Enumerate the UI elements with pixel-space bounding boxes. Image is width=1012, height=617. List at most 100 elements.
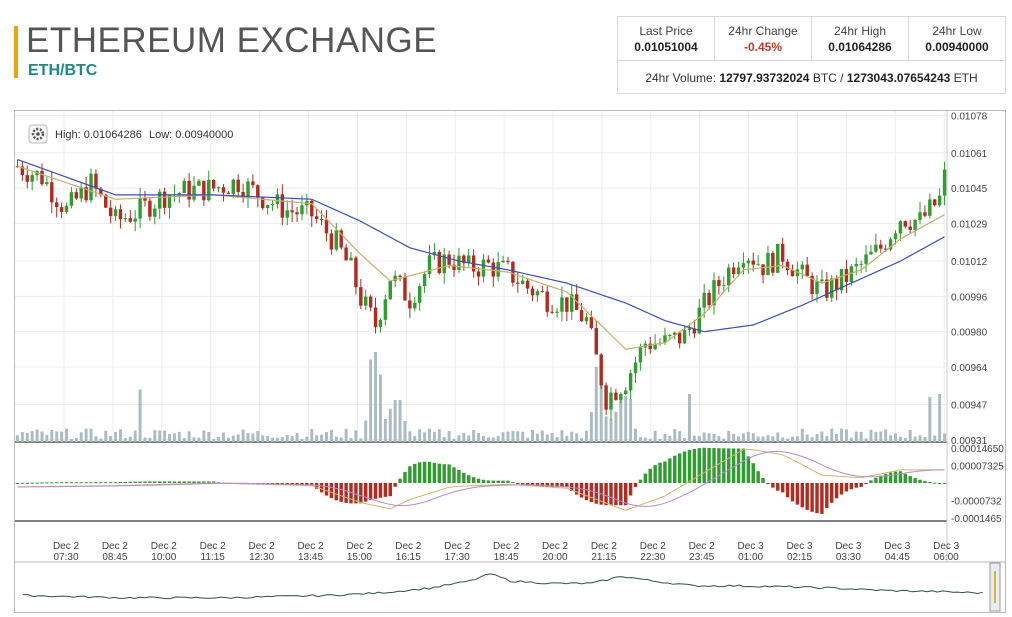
volume-bar <box>280 437 284 442</box>
volume-bar <box>697 435 701 442</box>
candle-body <box>403 276 407 301</box>
chart-settings-button[interactable] <box>28 124 48 144</box>
candle-body <box>648 343 652 350</box>
candle-body <box>570 294 574 312</box>
macd-histogram-bar <box>893 471 898 483</box>
candle-body <box>501 260 505 263</box>
candle-body <box>506 260 510 262</box>
volume-bar <box>89 428 93 442</box>
candle-body <box>535 291 540 296</box>
macd-histogram-bar <box>756 471 760 483</box>
macd-histogram-bar <box>697 448 702 483</box>
volume-bar <box>903 437 907 442</box>
macd-histogram-bar <box>722 448 726 483</box>
volume-bar <box>889 435 893 442</box>
candle-body <box>614 392 618 400</box>
candle-body <box>761 264 765 276</box>
candle-body <box>805 264 809 276</box>
volume-bar <box>820 431 824 442</box>
stat-24hr-change: 24hr Change -0.45% <box>715 17 812 60</box>
time-tick-time: 01:00 <box>738 552 763 563</box>
volume-bar <box>943 433 947 442</box>
volume-bar <box>702 432 706 442</box>
macd-histogram-bar <box>913 478 917 483</box>
chart-container[interactable]: 0.01078 0.01061 0.01045 0.01029 0.01012 0.009… <box>14 110 1006 613</box>
volume-bar <box>462 432 466 442</box>
candle-body <box>270 203 275 205</box>
candle-body <box>702 292 706 308</box>
candle-body <box>810 275 814 295</box>
candle-body <box>722 285 726 287</box>
volume-bar <box>781 437 785 442</box>
macd-histogram-bar <box>64 482 69 484</box>
macd-histogram-bar <box>800 483 805 508</box>
volume-bar <box>535 433 539 442</box>
candle-body <box>368 296 373 308</box>
candle-body <box>918 212 922 220</box>
macd-histogram-bar <box>25 482 29 484</box>
volume-bars <box>15 352 947 442</box>
candle-body <box>182 180 186 194</box>
volume-bar <box>658 438 662 442</box>
candle-body <box>844 268 849 282</box>
volume-bar <box>65 428 68 442</box>
volume-bar <box>624 396 628 442</box>
candle-body <box>776 243 780 273</box>
candle-body <box>839 268 844 291</box>
candle-body <box>437 252 442 274</box>
candle-body <box>913 219 917 230</box>
candle-body <box>599 354 603 386</box>
volume-bar <box>908 429 912 442</box>
volume-bar <box>94 436 98 442</box>
candle-body <box>540 291 545 293</box>
macd-histogram-bar <box>162 481 167 483</box>
volume-bar <box>849 437 853 442</box>
macd-histogram-bar <box>864 483 868 484</box>
volume-bar <box>123 437 127 442</box>
candle-body <box>584 317 589 322</box>
macd-histogram-bar <box>113 482 118 484</box>
volume-bar <box>486 437 490 442</box>
volume-bar <box>933 435 937 442</box>
macd-histogram-bar <box>84 482 88 484</box>
candle-body <box>153 208 157 217</box>
candle-body <box>673 332 677 336</box>
chart-low-label: Low: 0.00940000 <box>149 129 233 141</box>
macd-histogram-bar <box>849 483 854 490</box>
macd-histogram-bar <box>776 483 780 491</box>
time-tick-time: 06:00 <box>934 552 959 563</box>
candle-body <box>324 219 329 234</box>
candle-body <box>820 279 824 282</box>
volume-bar <box>555 437 559 442</box>
navigator[interactable] <box>15 561 1005 612</box>
volume-bar <box>874 431 878 442</box>
price-chart-svg[interactable]: 0.01078 0.01061 0.01045 0.01029 0.01012 0.009… <box>15 111 1005 612</box>
volume-bar <box>315 435 319 442</box>
time-tick-time: 07:30 <box>53 552 78 563</box>
candle-body <box>589 317 594 329</box>
volume-bar <box>84 428 88 442</box>
time-tick-time: 04:45 <box>885 552 910 563</box>
candle-body <box>687 328 692 331</box>
moving-averages <box>17 158 945 350</box>
candle-body <box>795 269 800 277</box>
time-tick-day: Dec 2 <box>346 541 373 552</box>
candle-body <box>516 282 520 284</box>
volume-bar <box>594 367 598 442</box>
volume-bar <box>295 432 299 442</box>
macd-histogram-bar <box>413 463 417 483</box>
macd-histogram-bar <box>290 483 294 485</box>
candle-body <box>790 270 795 277</box>
macd-histogram-bar <box>280 483 285 485</box>
volume-bar <box>447 431 451 442</box>
macd-histogram-bar <box>457 469 461 483</box>
market-stats-panel: Last Price 0.01051004 24hr Change -0.45%… <box>617 16 1006 94</box>
stat-label: 24hr High <box>833 24 887 38</box>
candle-body <box>246 181 250 198</box>
macd-histogram-bar <box>746 456 751 483</box>
macd-histogram-bar <box>167 481 172 483</box>
candle-body <box>378 319 383 328</box>
time-tick-day: Dec 3 <box>835 541 862 552</box>
candle-body <box>565 297 569 312</box>
macd-histogram-bar <box>751 463 755 483</box>
